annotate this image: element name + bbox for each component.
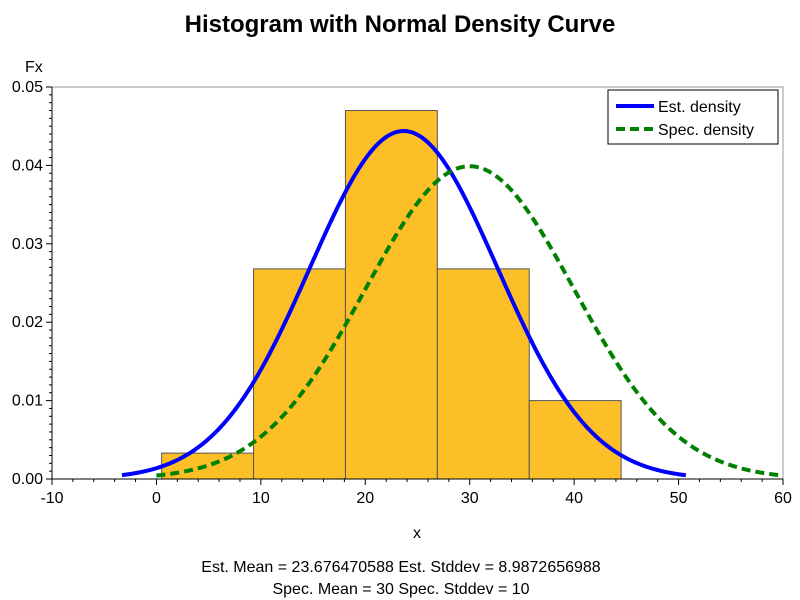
y-tick-label: 0.02	[12, 314, 43, 331]
x-tick-label: 60	[774, 490, 792, 507]
x-axis-label: x	[413, 525, 421, 542]
axes: -10 0 10 20 30 40 50 60 0.00 0.01 0.02 0.03 0.04 0.05	[12, 79, 792, 507]
x-tick-label: 30	[461, 490, 479, 507]
y-tick-label: 0.01	[12, 393, 43, 410]
legend: Est. density Spec. density	[607, 89, 779, 145]
legend-label-est-density: Est. density	[658, 99, 741, 116]
y-axis-label: Fx	[25, 59, 43, 76]
x-tick-label: -10	[40, 490, 63, 507]
x-tick-label: 20	[356, 490, 374, 507]
y-tick-label: 0.04	[12, 157, 43, 174]
x-tick-label: 50	[670, 490, 688, 507]
x-tick-label: 0	[152, 490, 161, 507]
y-tick-label: 0.03	[12, 236, 43, 253]
histogram-bars	[161, 110, 622, 480]
x-tick-label: 10	[252, 490, 270, 507]
legend-label-spec-density: Spec. density	[658, 122, 754, 139]
x-tick-label: 40	[565, 490, 583, 507]
footnote-specified-stats: Spec. Mean = 30 Spec. Stddev = 10	[272, 581, 529, 598]
y-tick-label: 0.00	[12, 471, 43, 488]
curve-spec-density	[156, 164, 784, 478]
y-tick-label: 0.05	[12, 79, 43, 96]
footnote-estimated-stats: Est. Mean = 23.676470588 Est. Stddev = 8…	[201, 559, 601, 576]
density-curves	[121, 128, 784, 478]
histogram-bar-2	[253, 268, 346, 480]
histogram-bar-4	[436, 268, 530, 480]
legend-box	[607, 89, 779, 145]
curve-est-density	[121, 128, 687, 478]
chart-title: Histogram with Normal Density Curve	[185, 11, 616, 38]
